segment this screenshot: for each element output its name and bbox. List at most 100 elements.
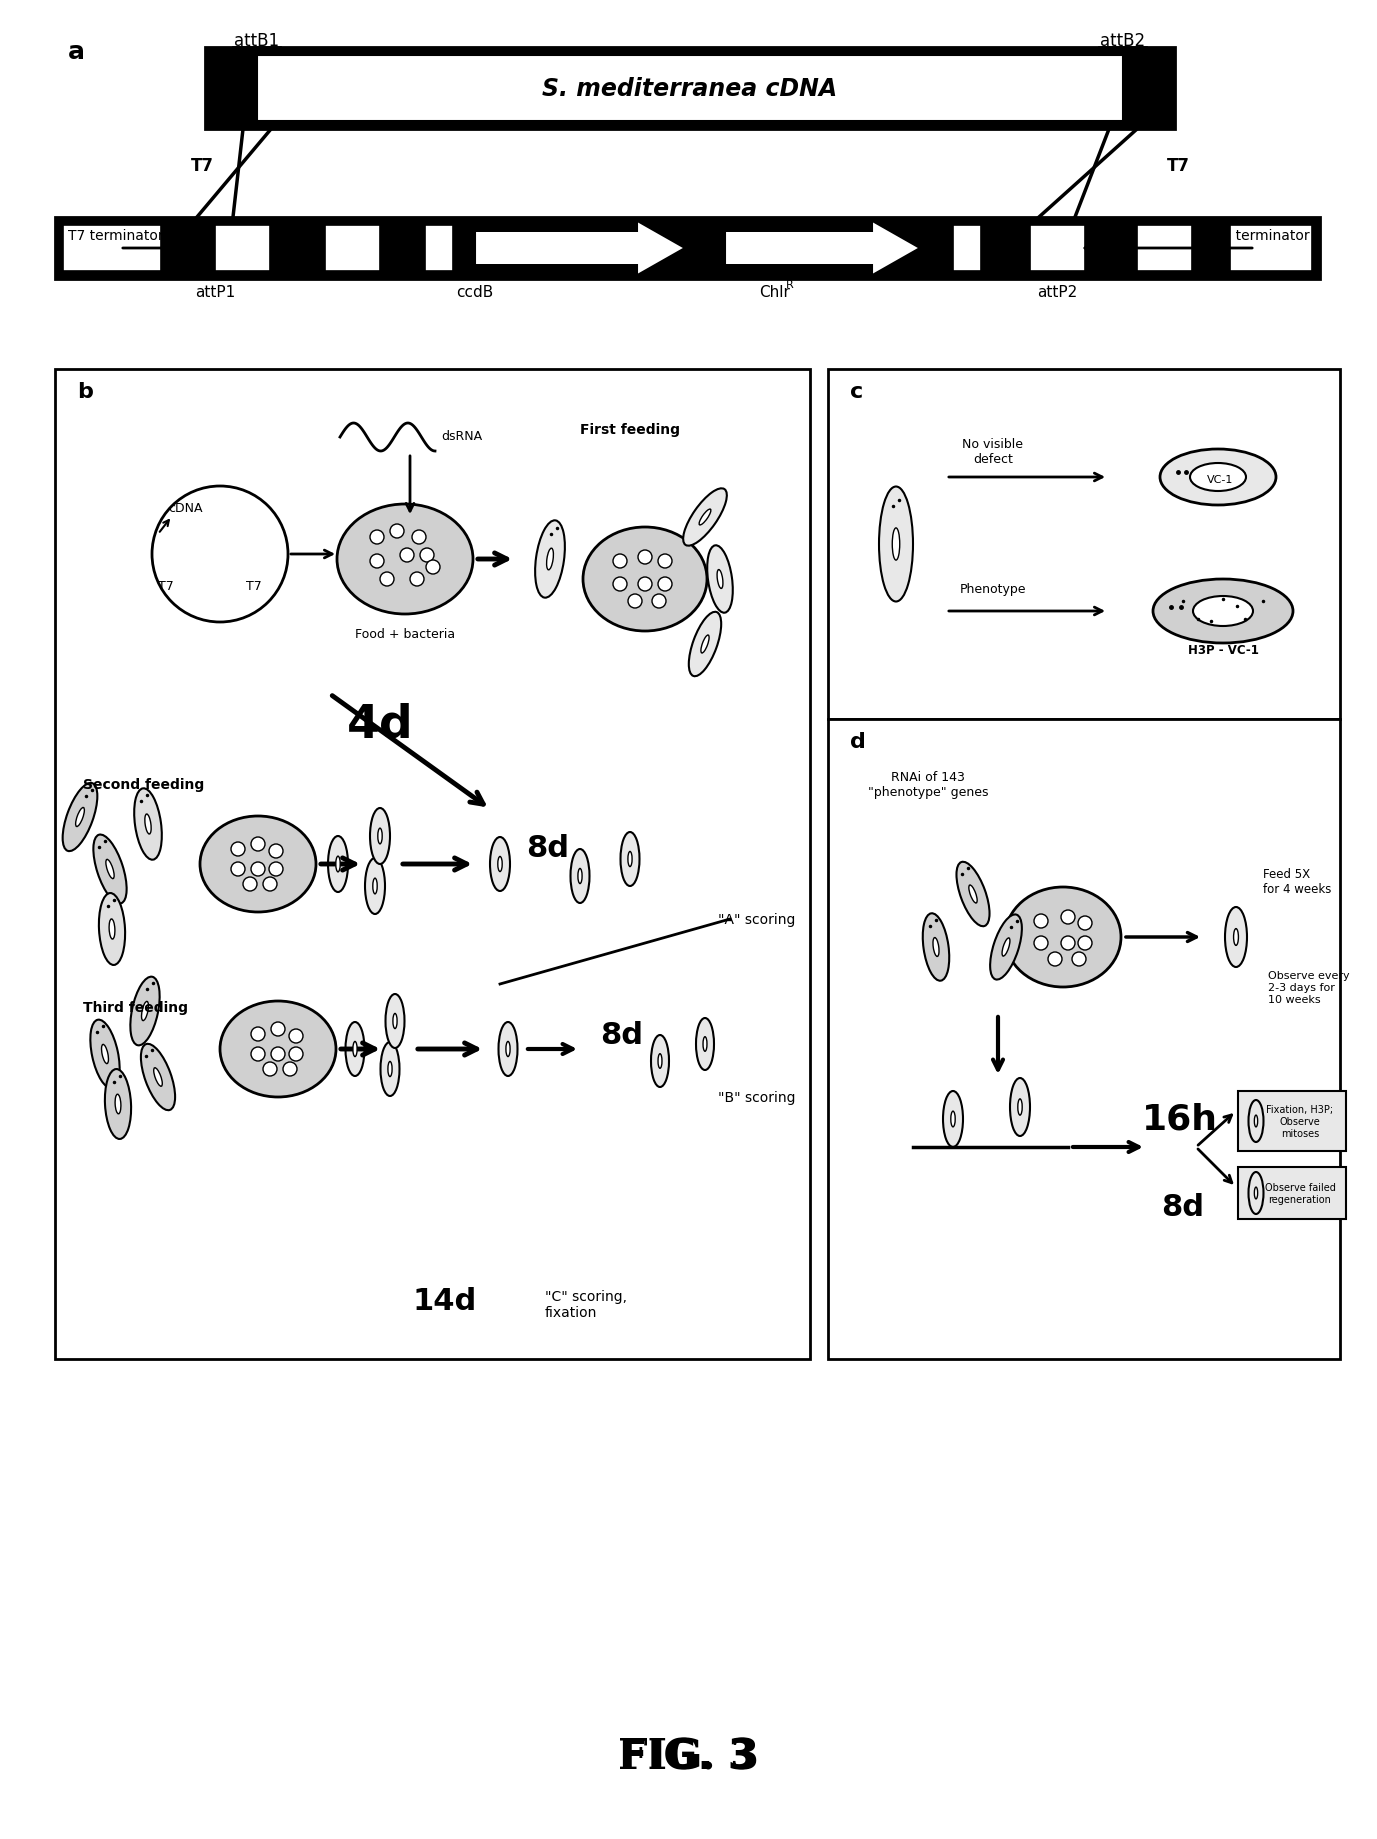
Circle shape bbox=[410, 572, 424, 587]
Circle shape bbox=[1078, 936, 1092, 951]
Circle shape bbox=[251, 837, 264, 851]
Ellipse shape bbox=[365, 859, 386, 914]
Text: 8d: 8d bbox=[1162, 1194, 1205, 1221]
Circle shape bbox=[231, 862, 245, 877]
Circle shape bbox=[284, 1063, 297, 1076]
Ellipse shape bbox=[651, 1035, 669, 1087]
Text: 16h: 16h bbox=[1142, 1102, 1219, 1137]
Text: "C" scoring,
fixation: "C" scoring, fixation bbox=[545, 1289, 627, 1319]
Ellipse shape bbox=[969, 886, 978, 903]
Ellipse shape bbox=[99, 894, 125, 965]
Ellipse shape bbox=[91, 1021, 120, 1089]
Text: d: d bbox=[850, 732, 866, 752]
Text: RNAi of 143
"phenotype" genes: RNAi of 143 "phenotype" genes bbox=[868, 771, 989, 798]
Ellipse shape bbox=[708, 546, 733, 614]
Text: Fixation, H3P;
Observe
mitoses: Fixation, H3P; Observe mitoses bbox=[1267, 1105, 1333, 1138]
Bar bbox=[1238, 1091, 1345, 1151]
Text: First feeding: First feeding bbox=[580, 423, 680, 436]
Ellipse shape bbox=[943, 1091, 963, 1148]
Text: 8d: 8d bbox=[526, 835, 570, 862]
Ellipse shape bbox=[879, 487, 913, 601]
Bar bbox=[828, 370, 1340, 719]
Ellipse shape bbox=[695, 1019, 715, 1070]
Text: b: b bbox=[77, 383, 92, 401]
Ellipse shape bbox=[328, 837, 348, 892]
Text: attP2: attP2 bbox=[1037, 285, 1077, 300]
Text: FIG. 3: FIG. 3 bbox=[620, 1736, 757, 1778]
Circle shape bbox=[425, 561, 441, 574]
Ellipse shape bbox=[131, 977, 160, 1046]
Text: a: a bbox=[67, 40, 85, 64]
Text: Observe every
2-3 days for
10 weeks: Observe every 2-3 days for 10 weeks bbox=[1268, 971, 1349, 1004]
Circle shape bbox=[658, 577, 672, 592]
Ellipse shape bbox=[346, 1022, 365, 1076]
Ellipse shape bbox=[1190, 463, 1246, 491]
Ellipse shape bbox=[336, 857, 340, 872]
Text: R: R bbox=[786, 280, 793, 291]
Bar bbox=[425, 226, 453, 272]
Circle shape bbox=[289, 1048, 303, 1061]
Circle shape bbox=[412, 531, 425, 544]
Circle shape bbox=[1073, 953, 1086, 967]
Text: Food + bacteria: Food + bacteria bbox=[355, 629, 454, 642]
Ellipse shape bbox=[1254, 1116, 1257, 1127]
Circle shape bbox=[638, 577, 651, 592]
Ellipse shape bbox=[353, 1043, 357, 1057]
Ellipse shape bbox=[621, 833, 639, 886]
Circle shape bbox=[263, 1063, 277, 1076]
Circle shape bbox=[613, 577, 627, 592]
Ellipse shape bbox=[1254, 1188, 1257, 1199]
Bar bbox=[205, 48, 1175, 131]
Bar bbox=[55, 217, 1321, 280]
Ellipse shape bbox=[145, 815, 151, 835]
Ellipse shape bbox=[923, 914, 949, 982]
Text: S. mediterranea cDNA: S. mediterranea cDNA bbox=[543, 77, 837, 101]
Text: 14d: 14d bbox=[413, 1287, 476, 1315]
Ellipse shape bbox=[106, 861, 114, 879]
Circle shape bbox=[242, 877, 257, 892]
Ellipse shape bbox=[370, 809, 390, 864]
Ellipse shape bbox=[377, 829, 383, 844]
Circle shape bbox=[1034, 936, 1048, 951]
Circle shape bbox=[269, 862, 284, 877]
Text: No visible
defect: No visible defect bbox=[963, 438, 1023, 465]
Circle shape bbox=[390, 524, 403, 539]
Ellipse shape bbox=[1249, 1173, 1264, 1214]
Ellipse shape bbox=[957, 862, 990, 927]
Ellipse shape bbox=[105, 1070, 131, 1140]
Circle shape bbox=[613, 555, 627, 568]
Text: "A" scoring: "A" scoring bbox=[717, 912, 795, 927]
Ellipse shape bbox=[200, 817, 315, 912]
Text: Chlr: Chlr bbox=[760, 285, 790, 300]
Ellipse shape bbox=[536, 520, 565, 598]
Text: dsRNA: dsRNA bbox=[441, 428, 482, 441]
Bar bbox=[828, 719, 1340, 1359]
Bar bbox=[1238, 1168, 1345, 1219]
Ellipse shape bbox=[498, 857, 503, 872]
FancyArrow shape bbox=[475, 221, 684, 276]
Text: T7: T7 bbox=[190, 156, 213, 175]
Ellipse shape bbox=[658, 1054, 662, 1068]
Ellipse shape bbox=[94, 835, 127, 905]
Ellipse shape bbox=[1226, 907, 1248, 967]
Text: VC-1: VC-1 bbox=[1206, 474, 1234, 485]
Ellipse shape bbox=[1234, 929, 1238, 945]
Ellipse shape bbox=[717, 570, 723, 588]
Circle shape bbox=[271, 1048, 285, 1061]
Circle shape bbox=[231, 842, 245, 857]
Circle shape bbox=[1062, 910, 1075, 925]
Circle shape bbox=[251, 1048, 264, 1061]
Circle shape bbox=[651, 594, 666, 609]
Circle shape bbox=[380, 572, 394, 587]
Ellipse shape bbox=[490, 837, 509, 892]
Text: cDNA: cDNA bbox=[168, 502, 202, 515]
Circle shape bbox=[399, 548, 414, 563]
Text: ccdB: ccdB bbox=[456, 285, 493, 300]
Text: T7 terminator: T7 terminator bbox=[1215, 228, 1310, 243]
Text: 4d: 4d bbox=[347, 702, 413, 747]
Circle shape bbox=[251, 862, 264, 877]
Ellipse shape bbox=[1192, 596, 1253, 627]
Ellipse shape bbox=[628, 851, 632, 866]
Ellipse shape bbox=[700, 509, 711, 526]
Ellipse shape bbox=[1153, 579, 1293, 644]
